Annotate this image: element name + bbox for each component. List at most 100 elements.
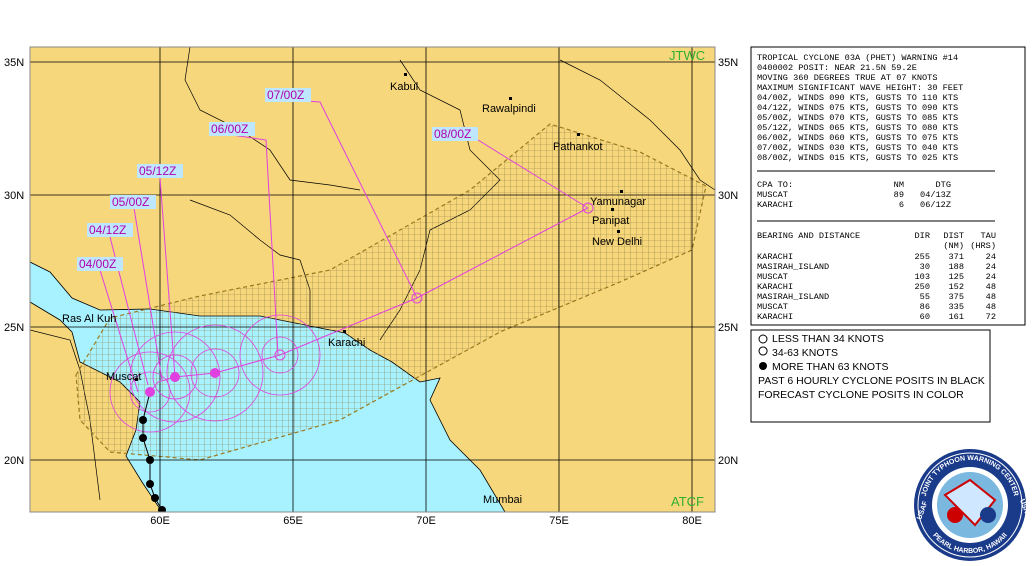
lat-label: 35N [718,57,738,69]
city: New Delhi [592,236,642,248]
warning-line: MOVING 360 DEGREES TRUE AT 07 KNOTS [757,73,938,83]
city: Pathankot [553,141,603,153]
lon-label: 80E [682,515,702,527]
cpa-cell: 06/12Z [920,200,951,210]
time-label: 04/00Z [79,257,116,271]
city: Mumbai [483,494,522,506]
warning-line: MAXIMUM SIGNIFICANT WAVE HEIGHT: 30 FEET [757,83,963,93]
bearing-cell: 48 [986,282,996,292]
bearing-cell: 24 [986,252,996,262]
lon-label: 65E [283,515,303,527]
bearing-cell: 48 [986,292,996,302]
cpa-cell: KARACHI [757,200,793,210]
bearing-header: TAU [981,231,996,241]
map: Kabul Rawalpindi Pathankot Yamunagar Pan… [30,47,715,512]
warning-line: TROPICAL CYCLONE 03A (PHET) WARNING #14 [757,53,958,63]
cpa-cell: 6 [899,200,904,210]
time-label: 05/00Z [112,195,149,209]
bearing-cell: KARACHI [757,282,793,292]
lon-label: 75E [549,515,569,527]
legend-item: FORECAST CYCLONE POSITS IN COLOR [758,389,964,401]
city-dots [135,73,623,381]
bearing-header: DIR [915,231,930,241]
forecast-posits [145,202,594,397]
bearing-cell: 152 [949,282,964,292]
bearing-cell: MASIRAH_ISLAND [757,262,829,272]
bearing-header: DIST [943,231,964,241]
danger-area [75,123,707,461]
bearing-cell: 24 [986,272,996,282]
bearing-cell: 188 [949,262,964,272]
warning-line: 04/00Z, WINDS 090 KTS, GUSTS TO 110 KTS [757,93,958,103]
city: Kabul [390,81,418,93]
time-label: 05/12Z [139,164,176,178]
bearing-cell: MASIRAH_ISLAND [757,292,829,302]
bearing-header: BEARING AND DISTANCE [757,231,860,241]
bearing-cell: 371 [949,252,964,262]
warning-line: 08/00Z, WINDS 015 KTS, GUSTS TO 025 KTS [757,153,958,163]
bearing-cell: KARACHI [757,312,793,322]
bearing-cell: 161 [949,312,964,322]
cpa-header: DTG [936,180,951,190]
bearing-unit: (NM) [943,241,964,251]
map-frame [29,46,716,513]
cpa-header: CPA TO: [757,180,793,190]
wind-radii [109,314,321,433]
city: Muscat [106,371,141,383]
legend-item: LESS THAN 34 KNOTS [772,333,884,345]
warning-line: 07/00Z, WINDS 030 KTS, GUSTS TO 040 KTS [757,143,958,153]
bearing-cell: MUSCAT [757,272,788,282]
bearing-unit: (HRS) [970,241,996,251]
lat-label: 20N [4,455,24,467]
bearing-cell: MUSCAT [757,302,788,312]
warning-text: TROPICAL CYCLONE 03A (PHET) WARNING #140… [757,53,996,322]
time-label: 08/00Z [434,127,471,141]
city: Ras Al Kuh [62,313,116,325]
lat-label: 30N [718,190,738,202]
bearing-cell: 103 [915,272,930,282]
corner-label: JTWC [669,48,705,63]
time-boxes [77,88,478,271]
lon-label: 60E [150,515,170,527]
bearing-cell: 72 [986,312,996,322]
bearing-cell: KARACHI [757,252,793,262]
bearing-cell: 86 [920,302,930,312]
lat-label: 30N [4,190,24,202]
bearing-cell: 250 [915,282,930,292]
bearing-cell: 30 [920,262,930,272]
city: Panipat [592,215,629,227]
legend-item: MORE THAN 63 KNOTS [772,361,889,373]
bearing-cell: 125 [949,272,964,282]
city: Karachi [328,337,365,349]
bearing-cell: 375 [949,292,964,302]
warning-line: 04/12Z, WINDS 075 KTS, GUSTS TO 090 KTS [757,103,958,113]
cpa-cell: 89 [894,190,904,200]
cpa-cell: MUSCAT [757,190,788,200]
lat-label: 20N [718,455,738,467]
warning-line: 06/00Z, WINDS 060 KTS, GUSTS TO 075 KTS [757,133,958,143]
legend: LESS THAN 34 KNOTS 34-63 KNOTS MORE THAN 6… [758,333,985,401]
warning-line: 0400002 POSIT: NEAR 21.5N 59.2E [757,63,917,73]
bearing-cell: 60 [920,312,930,322]
bearing-cell: 48 [986,302,996,312]
bearing-cell: 55 [920,292,930,302]
lat-label: 25N [718,322,738,334]
time-label: 06/00Z [211,122,248,136]
cpa-header: NM [894,180,904,190]
time-label: 07/00Z [267,88,304,102]
lon-label: 70E [416,515,436,527]
lat-label: 25N [4,322,24,334]
legend-box [750,329,991,423]
bearing-cell: 335 [949,302,964,312]
logo: JOINT TYPHOON WARNING CENTER PEARL HARBO… [914,449,1030,561]
axis-labels: 35N 35N 30N 30N 25N 25N 20N 20N 60E 65E 70E 75E 80E [4,57,738,527]
time-label: 04/12Z [89,223,126,237]
logo-text: USN [1018,498,1030,514]
cpa-cell: 04/13Z [920,190,951,200]
corner-label: ATCF [671,494,704,509]
warning-line: 05/00Z, WINDS 070 KTS, GUSTS TO 085 KTS [757,113,958,123]
past-track [139,391,166,512]
warning-panel [750,46,1026,326]
warning-line: 05/12Z, WINDS 065 KTS, GUSTS TO 080 KTS [757,123,958,133]
